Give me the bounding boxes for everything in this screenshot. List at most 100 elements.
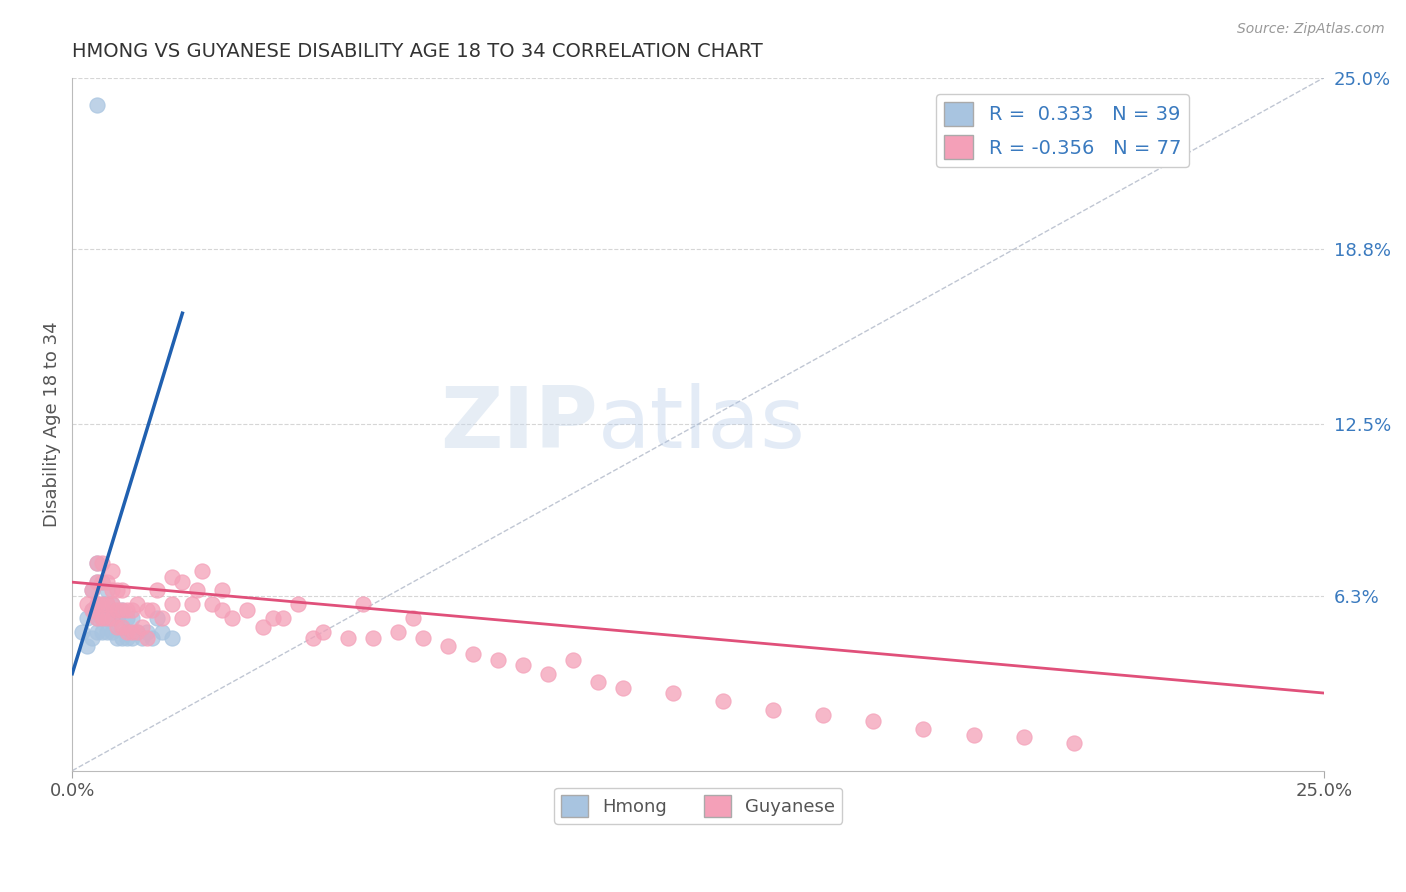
Point [172,611,194,625]
Point [221,611,243,625]
Point [121,625,143,640]
Point [150,611,173,625]
Y-axis label: Disability Age 18 to 34: Disability Age 18 to 34 [44,321,60,527]
Point [461,647,484,661]
Point [131,619,153,633]
Point [962,728,984,742]
Point [262,611,284,625]
Point [211,583,233,598]
Point [201,598,224,612]
Point [186,583,208,598]
Point [1063,736,1085,750]
Point [117,603,139,617]
Point [101,611,124,625]
Point [271,611,294,625]
Point [191,564,214,578]
Point [537,666,560,681]
Point [70,625,93,640]
Point [117,631,139,645]
Point [105,619,128,633]
Point [86,575,108,590]
Point [76,639,98,653]
Point [82,583,104,598]
Point [813,708,835,723]
Point [91,556,114,570]
Point [486,653,509,667]
Point [101,583,124,598]
Point [91,575,114,590]
Point [361,631,384,645]
Point [402,611,425,625]
Text: Source: ZipAtlas.com: Source: ZipAtlas.com [1237,22,1385,37]
Point [121,611,143,625]
Point [101,564,124,578]
Point [101,625,124,640]
Text: atlas: atlas [598,383,806,466]
Point [82,583,104,598]
Point [111,619,134,633]
Point [127,625,149,640]
Point [586,675,609,690]
Point [912,722,935,736]
Point [101,611,124,625]
Point [91,611,114,625]
Point [181,598,204,612]
Legend: Hmong, Guyanese: Hmong, Guyanese [554,788,842,824]
Point [101,598,124,612]
Point [96,611,118,625]
Point [146,611,169,625]
Point [86,598,108,612]
Point [96,598,118,612]
Point [662,686,685,700]
Point [96,625,118,640]
Point [131,631,153,645]
Point [86,598,108,612]
Point [352,598,374,612]
Point [141,603,163,617]
Point [96,611,118,625]
Point [136,603,159,617]
Point [387,625,409,640]
Point [105,611,128,625]
Point [96,598,118,612]
Point [301,631,323,645]
Point [86,556,108,570]
Point [136,625,159,640]
Point [162,569,184,583]
Point [412,631,434,645]
Point [117,611,139,625]
Point [82,631,104,645]
Text: HMONG VS GUYANESE DISABILITY AGE 18 TO 34 CORRELATION CHART: HMONG VS GUYANESE DISABILITY AGE 18 TO 3… [72,42,763,61]
Point [105,631,128,645]
Point [86,611,108,625]
Point [162,631,184,645]
Point [512,658,534,673]
Point [91,598,114,612]
Point [76,611,98,625]
Text: ZIP: ZIP [440,383,598,466]
Point [141,631,163,645]
Point [111,603,134,617]
Point [91,611,114,625]
Point [127,625,149,640]
Point [86,625,108,640]
Point [111,631,134,645]
Point [111,583,134,598]
Point [762,703,785,717]
Point [86,98,108,112]
Point [1012,731,1035,745]
Point [76,598,98,612]
Point [211,603,233,617]
Point [111,619,134,633]
Point [136,631,159,645]
Point [111,603,134,617]
Point [91,575,114,590]
Point [86,611,108,625]
Point [82,603,104,617]
Point [127,598,149,612]
Point [105,583,128,598]
Point [86,556,108,570]
Point [91,625,114,640]
Point [101,598,124,612]
Point [612,681,634,695]
